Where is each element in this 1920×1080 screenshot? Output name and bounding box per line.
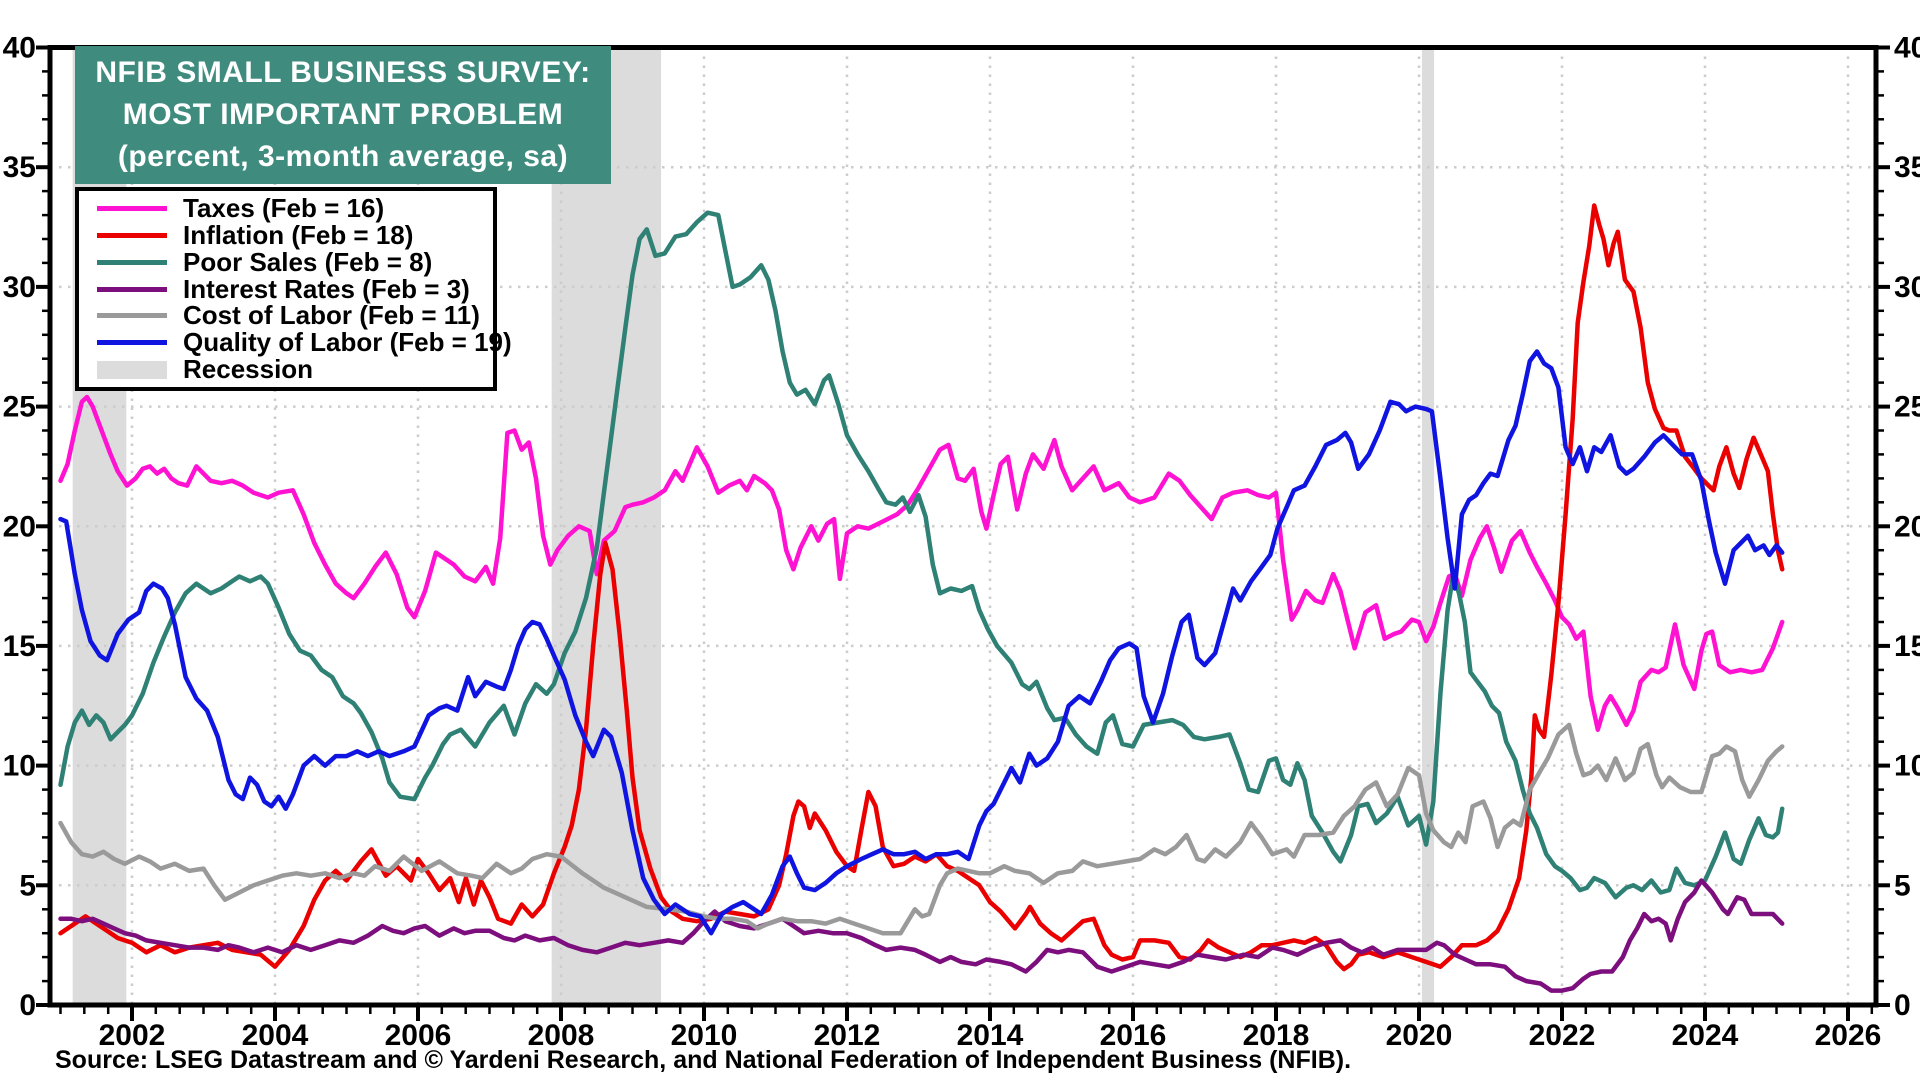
x-axis-label: 2012: [814, 1019, 881, 1052]
x-axis-label: 2004: [242, 1019, 309, 1052]
y-axis-label-left: 35: [3, 151, 36, 184]
x-axis-label: 2018: [1243, 1019, 1310, 1052]
series-quality-of-labor-line: [58, 349, 1785, 936]
y-axis-label-left: 20: [3, 510, 36, 543]
y-axis-label-right: 40: [1894, 32, 1920, 65]
y-axis-label-right: 30: [1894, 271, 1920, 304]
x-axis-label: 2020: [1386, 1019, 1453, 1052]
y-axis-label-right: 0: [1894, 989, 1911, 1022]
y-axis-label-left: 0: [19, 989, 36, 1022]
y-axis-label-left: 5: [19, 869, 36, 902]
x-axis-label: 2014: [957, 1019, 1024, 1052]
legend-swatch-inflation: [97, 232, 167, 238]
legend-swatch-interest-rates: [97, 286, 167, 292]
legend-swatch-quality-of-labor: [97, 340, 167, 346]
legend-item-recession: Recession: [79, 354, 493, 385]
legend-item-interest-rates: Interest Rates (Feb = 3): [79, 273, 493, 304]
legend-label-quality-of-labor: Quality of Labor (Feb = 19): [183, 327, 512, 358]
x-axis-label: 2008: [528, 1019, 595, 1052]
y-axis-label-left: 15: [3, 630, 36, 663]
y-axis-label-left: 30: [3, 271, 36, 304]
legend-label-taxes: Taxes (Feb = 16): [183, 192, 385, 223]
chart-title-line1: NFIB SMALL BUSINESS SURVEY:: [95, 56, 591, 89]
x-axis-label: 2010: [671, 1019, 738, 1052]
legend-label-interest-rates: Interest Rates (Feb = 3): [183, 273, 470, 304]
chart-title-box: NFIB SMALL BUSINESS SURVEY: MOST IMPORTA…: [75, 46, 611, 184]
series-interest-rates-line: [58, 878, 1785, 993]
y-axis-label-left: 25: [3, 391, 36, 424]
series-cost-of-labor-line: [58, 722, 1785, 936]
series-taxes-line: [58, 394, 1785, 732]
x-axis-label: 2006: [385, 1019, 452, 1052]
y-axis-label-right: 35: [1894, 151, 1920, 184]
x-axis-label: 2016: [1100, 1019, 1167, 1052]
legend-label-inflation: Inflation (Feb = 18): [183, 219, 414, 250]
x-axis-label: 2002: [99, 1019, 166, 1052]
series-poor-sales-line: [58, 210, 1785, 900]
x-axis-label: 2024: [1672, 1019, 1739, 1052]
legend-label-recession: Recession: [183, 354, 314, 385]
legend-item-inflation: Inflation (Feb = 18): [79, 219, 493, 250]
y-axis-label-left: 40: [3, 32, 36, 65]
plot-border: [47, 45, 1879, 1008]
legend-swatch-taxes: [97, 205, 167, 211]
y-axis-label-right: 10: [1894, 750, 1920, 783]
y-axis-label-right: 25: [1894, 391, 1920, 424]
legend-item-poor-sales: Poor Sales (Feb = 8): [79, 246, 493, 277]
y-axis-label-right: 15: [1894, 630, 1920, 663]
legend-item-taxes: Taxes (Feb = 16): [79, 192, 493, 223]
y-axis-label-right: 5: [1894, 869, 1911, 902]
y-axis-label-right: 20: [1894, 510, 1920, 543]
chart-title-line3: (percent, 3-month average, sa): [117, 140, 569, 173]
legend-item-quality-of-labor: Quality of Labor (Feb = 19): [79, 327, 512, 357]
x-axis-label: 2022: [1529, 1019, 1596, 1052]
y-axis-label-left: 10: [3, 750, 36, 783]
chart-title-line2: MOST IMPORTANT PROBLEM: [122, 98, 564, 131]
legend-swatch-recession: [97, 360, 167, 379]
legend-label-poor-sales: Poor Sales (Feb = 8): [183, 246, 433, 277]
legend-swatch-cost-of-labor: [97, 313, 167, 319]
legend-item-cost-of-labor: Cost of Labor (Feb = 11): [79, 300, 493, 331]
x-axis-label: 2026: [1815, 1019, 1882, 1052]
legend: Taxes (Feb = 16) Inflation (Feb = 18) Poor…: [75, 187, 512, 391]
source-note: Source: LSEG Datastream and © Yardeni Re…: [55, 1046, 1352, 1074]
series-inflation-line: [58, 203, 1785, 972]
legend-swatch-poor-sales: [97, 259, 167, 265]
legend-label-cost-of-labor: Cost of Labor (Feb = 11): [183, 300, 480, 331]
